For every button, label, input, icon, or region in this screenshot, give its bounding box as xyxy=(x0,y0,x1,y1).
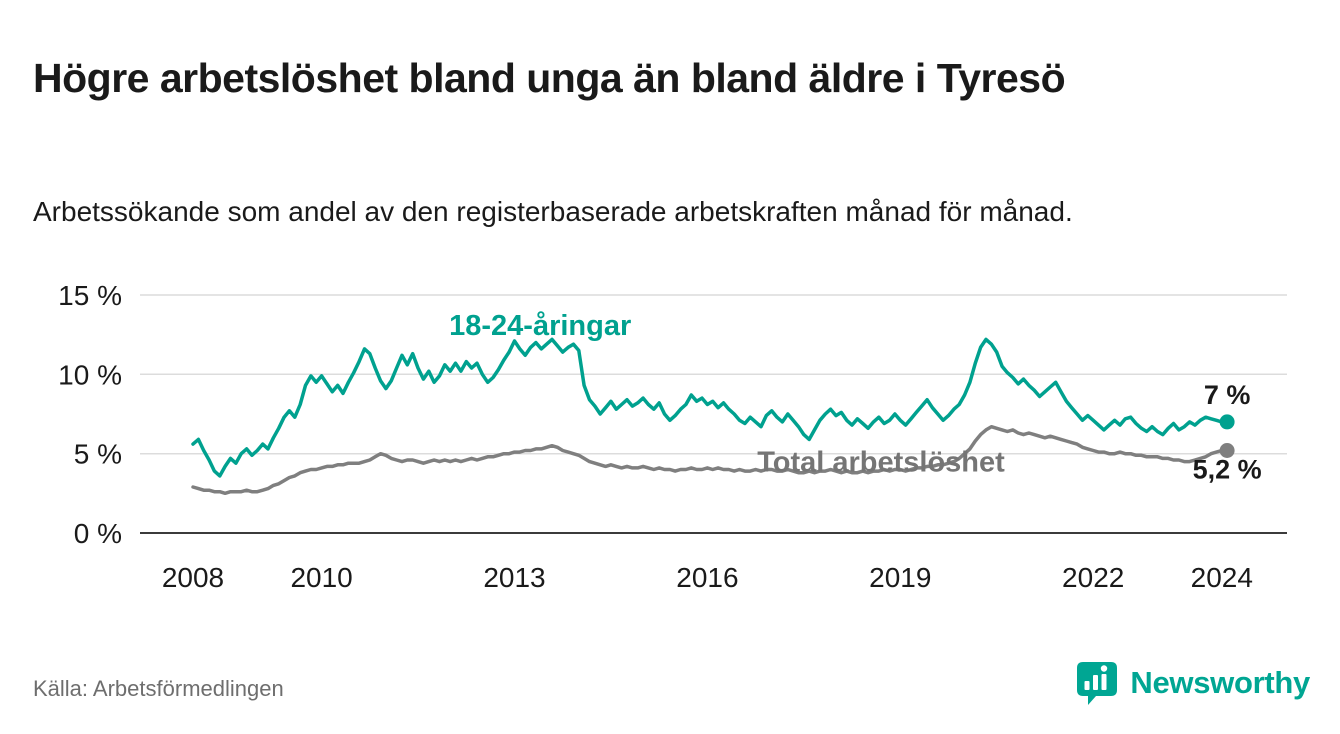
x-tick-label: 2013 xyxy=(483,562,545,593)
newsworthy-wordmark: Newsworthy xyxy=(1130,665,1310,700)
x-tick-label: 2019 xyxy=(869,562,931,593)
y-tick-label: 10 % xyxy=(58,359,122,390)
youth-series-label: 18-24-åringar xyxy=(449,310,631,342)
y-tick-label: 0 % xyxy=(74,518,122,549)
youth-series-line xyxy=(191,337,1229,478)
x-tick-label: 2024 xyxy=(1191,562,1253,593)
x-tick-label: 2016 xyxy=(676,562,738,593)
y-tick-label: 15 % xyxy=(58,280,122,311)
x-tick-label: 2022 xyxy=(1062,562,1124,593)
newsworthy-logo: Newsworthy xyxy=(1075,660,1310,706)
total-end-dot xyxy=(1219,443,1235,458)
youth-end-dot xyxy=(1219,414,1235,430)
youth-end-label: 7 % xyxy=(1204,380,1251,410)
source-caption: Källa: Arbetsförmedlingen xyxy=(33,676,284,701)
total-series-label: Total arbetslöshet xyxy=(757,447,1005,479)
x-tick-label: 2010 xyxy=(290,562,352,593)
chart-subtitle: Arbetssökande som andel av den registerb… xyxy=(33,196,1073,227)
y-tick-label: 5 % xyxy=(74,439,122,470)
total-end-label: 5,2 % xyxy=(1193,455,1262,485)
total-series-line xyxy=(191,424,1229,496)
bar-chart-bubble-icon xyxy=(1077,662,1118,705)
x-tick-label: 2008 xyxy=(162,562,224,593)
chart-title: Högre arbetslöshet bland unga än bland ä… xyxy=(33,55,1066,102)
